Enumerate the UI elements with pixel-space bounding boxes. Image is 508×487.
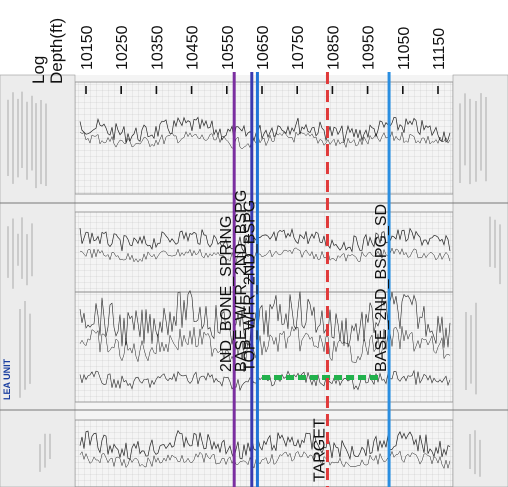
marker-dash [262, 375, 270, 380]
perforation-marker [262, 375, 378, 380]
axis-title-depth: Depth(ft) [47, 18, 66, 84]
tick-label: 10650 [255, 25, 272, 70]
track-band [74, 211, 454, 293]
tick-label: 10950 [361, 25, 378, 70]
header-text: LEA UNIT [2, 358, 12, 400]
tick-label: 10450 [185, 25, 202, 70]
formation-top-label: BASE_WFR_2ND_BSPG [233, 190, 250, 372]
marker-dash [286, 375, 294, 380]
tick-label: 10250 [114, 25, 131, 70]
tick-label: 10850 [325, 25, 342, 70]
marker-dash [334, 375, 342, 380]
depth-axis: Log Depth(ft) 10150 10250 10350 10450 10550 1… [29, 18, 448, 94]
marker-dash [370, 375, 378, 380]
header-strip [0, 74, 76, 487]
tick-label: 10750 [290, 25, 307, 70]
track-band [74, 419, 454, 487]
formation-top-label: TOP_WFR_2ND_BSPG [241, 200, 258, 372]
formation-tops: 2ND_BONE_SPRINGBASE_WFR_2ND_BSPGTOP_WFR_… [218, 72, 391, 487]
formation-top-label: BASE_2ND_BSPG_SD [373, 204, 390, 372]
marker-dash [274, 375, 282, 380]
marker-dash [298, 375, 306, 380]
tick-label: 11150 [431, 28, 448, 70]
axis-title-log: Log [29, 56, 48, 84]
marker-dash [322, 375, 330, 380]
track-band [74, 291, 454, 403]
tick-label: 10150 [79, 25, 96, 70]
marker-dash [358, 375, 366, 380]
header-text-lines [7, 91, 501, 477]
header-strip [452, 74, 508, 487]
formation-top-label: 2ND_BONE_SPRING [218, 215, 235, 372]
tick-label: 10350 [149, 25, 166, 70]
tick-label: 11050 [396, 27, 413, 70]
formation-top-label: TARGET [311, 418, 328, 482]
tick-label: 10550 [220, 25, 237, 70]
marker-dash [310, 375, 318, 380]
marker-dash [346, 375, 354, 380]
